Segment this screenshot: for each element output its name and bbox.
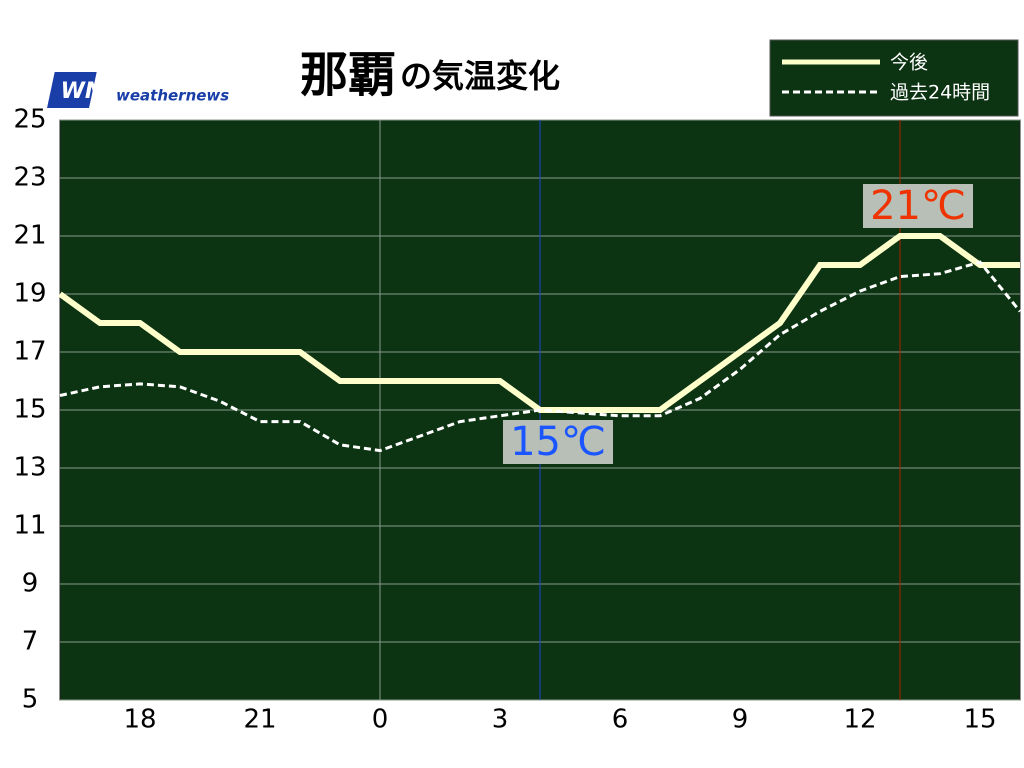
annotation-bg bbox=[863, 184, 973, 228]
logo-mark: WN bbox=[61, 79, 104, 104]
y-tick-label: 19 bbox=[13, 279, 46, 309]
y-tick-label: 15 bbox=[13, 395, 46, 425]
y-tick-label: 13 bbox=[13, 453, 46, 483]
annotation: 21℃ bbox=[870, 183, 966, 229]
logo: WN weathernews bbox=[47, 72, 229, 108]
x-tick-label: 18 bbox=[123, 705, 156, 735]
y-tick-label: 5 bbox=[22, 685, 39, 715]
y-tick-label: 21 bbox=[13, 221, 46, 251]
annotation: 15℃ bbox=[510, 419, 606, 465]
logo-mark-bg bbox=[47, 72, 97, 108]
x-tick-label: 3 bbox=[492, 705, 509, 735]
legend-box bbox=[769, 39, 1019, 117]
y-tick-label: 11 bbox=[13, 511, 46, 541]
y-tick-label: 17 bbox=[13, 337, 46, 367]
x-tick-label: 6 bbox=[612, 705, 629, 735]
chart-title: 那覇 の気温変化 bbox=[300, 47, 560, 103]
series-line bbox=[59, 260, 1022, 453]
x-tick-label: 0 bbox=[372, 705, 389, 735]
y-tick-label: 23 bbox=[13, 163, 46, 193]
y-tick-label: 25 bbox=[13, 105, 46, 135]
annotation-bg bbox=[503, 420, 613, 464]
legend-label: 今後 bbox=[890, 52, 928, 74]
x-tick-label: 12 bbox=[843, 705, 876, 735]
y-tick-label: 7 bbox=[22, 627, 39, 657]
x-tick-label: 21 bbox=[243, 705, 276, 735]
x-tick-label: 15 bbox=[963, 705, 996, 735]
x-tick-label: 9 bbox=[732, 705, 749, 735]
logo-text: weathernews bbox=[116, 87, 229, 105]
legend-label: 過去24時間 bbox=[890, 82, 990, 104]
y-tick-label: 9 bbox=[22, 569, 39, 599]
